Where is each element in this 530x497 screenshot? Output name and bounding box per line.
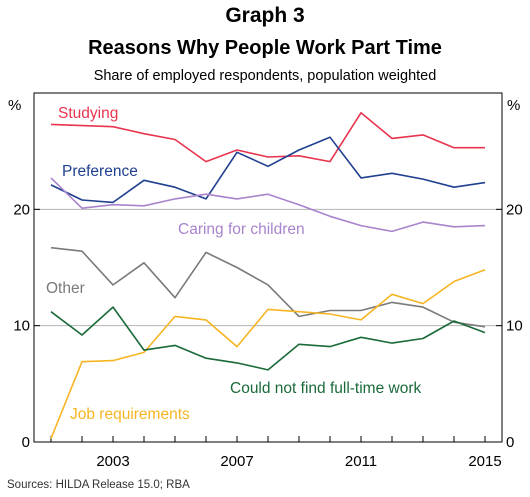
x-tick-label-2007: 2007 (220, 453, 253, 470)
y-unit-right: % (507, 97, 520, 114)
series-label-caring-for-children: Caring for children (178, 221, 305, 238)
y-tick-label-left-10: 10 (13, 318, 30, 335)
y-tick-label-right-0: 0 (506, 434, 514, 451)
series-lines (50, 112, 486, 439)
series-line-other (50, 246, 486, 328)
series-labels: Studying Preference Caring for children Oth… (46, 105, 421, 423)
y-unit-left: % (8, 97, 21, 114)
y-tick-label-right-10: 10 (506, 318, 523, 335)
series-line-could-not-find-full-time-work (50, 306, 486, 371)
y-tick-label-left-0: 0 (22, 434, 30, 451)
gridlines (34, 208, 502, 327)
x-tick-label-2011: 2011 (345, 453, 377, 470)
y-tick-label-right-20: 20 (506, 201, 523, 218)
x-tick-label-2015: 2015 (468, 453, 501, 470)
axis-ticks: 0 0 10 10 20 20 2003 2007 2011 2015 (13, 201, 522, 470)
series-line-preference (50, 136, 486, 204)
series-line-caring-for-children (50, 177, 486, 233)
series-label-could-not-find-full-time-work: Could not find full-time work (230, 380, 421, 397)
chart-subtitle: Share of employed respondents, populatio… (93, 68, 437, 84)
x-tick-label-2003: 2003 (96, 453, 129, 470)
series-label-studying: Studying (58, 105, 118, 122)
series-label-job-requirements: Job requirements (70, 406, 190, 423)
series-label-other: Other (46, 280, 85, 297)
y-tick-label-left-20: 20 (13, 201, 30, 218)
series-line-job-requirements (50, 269, 486, 439)
series-label-preference: Preference (62, 163, 138, 180)
chart-title: Reasons Why People Work Part Time (88, 37, 442, 59)
series-line-studying (50, 112, 485, 163)
graph-label: Graph 3 (225, 4, 305, 27)
sources-note: Sources: HILDA Release 15.0; RBA (7, 479, 190, 491)
